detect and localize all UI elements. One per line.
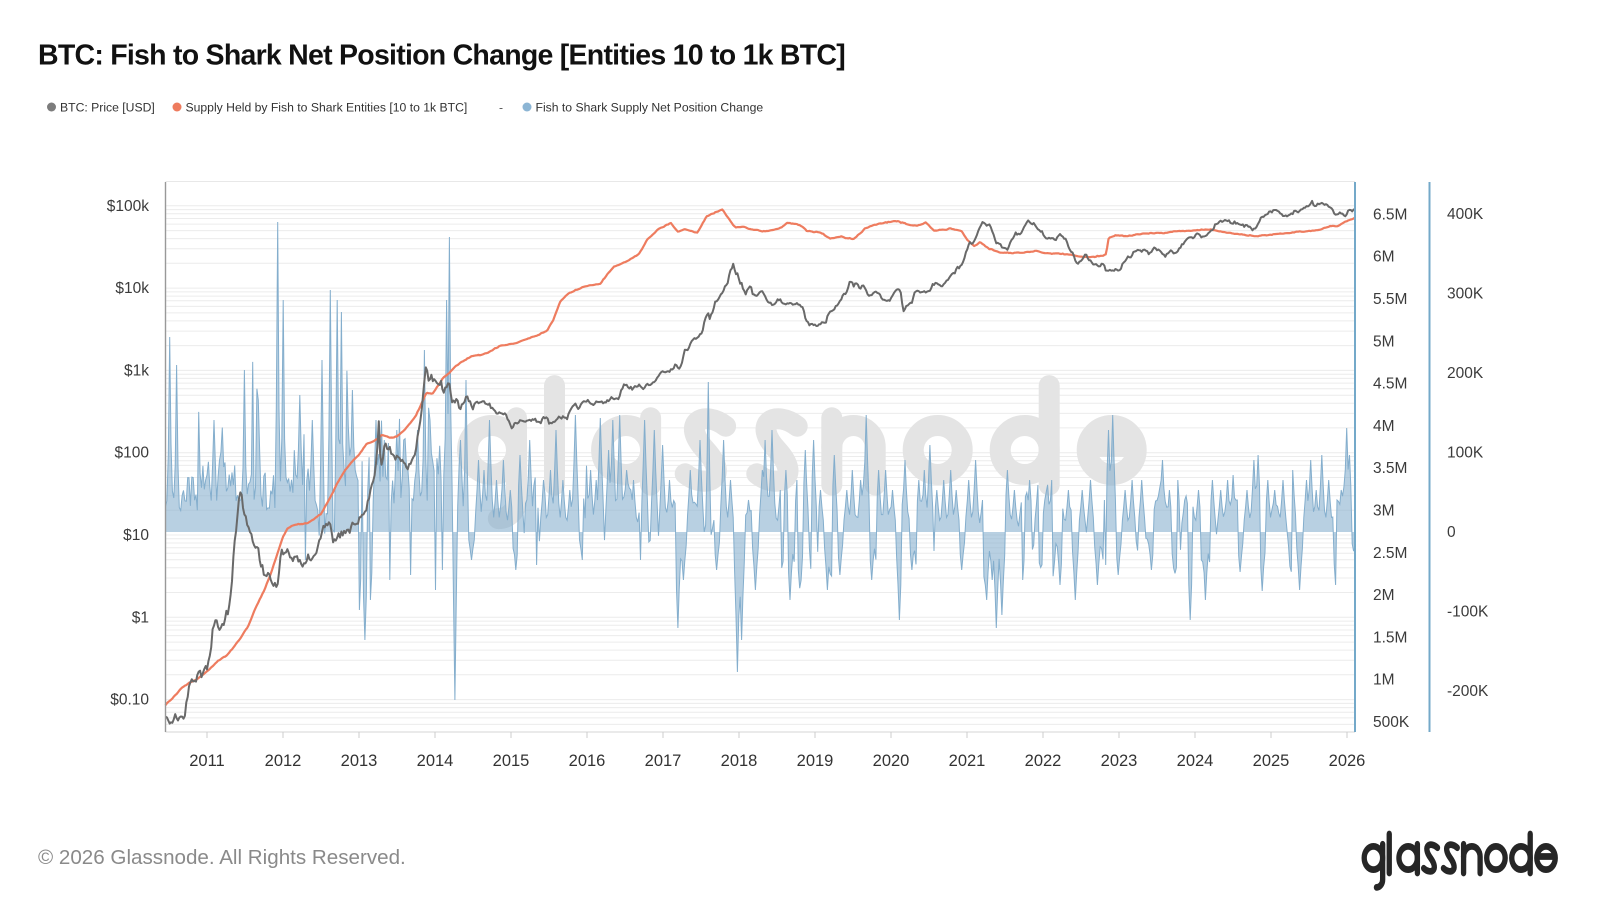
- svg-text:5.5M: 5.5M: [1373, 291, 1407, 308]
- svg-text:2M: 2M: [1373, 587, 1395, 604]
- svg-text:-100K: -100K: [1447, 604, 1489, 621]
- svg-text:$100k: $100k: [107, 198, 149, 215]
- svg-text:500K: 500K: [1373, 714, 1410, 731]
- svg-text:3M: 3M: [1373, 503, 1395, 520]
- svg-text:2017: 2017: [645, 752, 682, 770]
- svg-text:2021: 2021: [949, 752, 986, 770]
- svg-text:2023: 2023: [1101, 752, 1138, 770]
- svg-text:2016: 2016: [569, 752, 606, 770]
- svg-text:0: 0: [1447, 524, 1456, 541]
- svg-text:2022: 2022: [1025, 752, 1062, 770]
- svg-text:$10k: $10k: [115, 280, 149, 297]
- svg-text:© 2026 Glassnode. All Rights R: © 2026 Glassnode. All Rights Reserved.: [38, 846, 406, 869]
- svg-text:1.5M: 1.5M: [1373, 629, 1407, 646]
- svg-text:400K: 400K: [1447, 206, 1484, 223]
- svg-text:300K: 300K: [1447, 286, 1484, 303]
- svg-text:-: -: [499, 101, 503, 115]
- svg-text:2018: 2018: [721, 752, 758, 770]
- svg-text:6M: 6M: [1373, 249, 1395, 266]
- svg-text:2015: 2015: [493, 752, 530, 770]
- svg-text:2013: 2013: [341, 752, 378, 770]
- svg-text:2020: 2020: [873, 752, 910, 770]
- svg-text:2.5M: 2.5M: [1373, 545, 1407, 562]
- svg-text:200K: 200K: [1447, 365, 1484, 382]
- svg-text:$1: $1: [132, 609, 149, 626]
- svg-text:1M: 1M: [1373, 672, 1395, 689]
- svg-text:4.5M: 4.5M: [1373, 376, 1407, 393]
- svg-text:2014: 2014: [417, 752, 454, 770]
- svg-text:2011: 2011: [189, 752, 224, 770]
- svg-text:$0.10: $0.10: [110, 692, 149, 709]
- svg-text:3.5M: 3.5M: [1373, 460, 1407, 477]
- svg-text:6.5M: 6.5M: [1373, 206, 1407, 223]
- svg-text:5M: 5M: [1373, 333, 1395, 350]
- svg-text:Supply Held by Fish to Shark E: Supply Held by Fish to Shark Entities [1…: [186, 101, 468, 115]
- svg-text:Fish to Shark Supply Net Posit: Fish to Shark Supply Net Position Change: [536, 101, 764, 115]
- svg-text:2025: 2025: [1253, 752, 1290, 770]
- svg-text:BTC: Price [USD]: BTC: Price [USD]: [60, 101, 155, 115]
- svg-text:BTC: Fish to Shark Net Positio: BTC: Fish to Shark Net Position Change […: [38, 40, 845, 72]
- svg-text:-200K: -200K: [1447, 683, 1489, 700]
- svg-text:$1k: $1k: [124, 362, 149, 379]
- svg-text:2024: 2024: [1177, 752, 1214, 770]
- svg-text:2026: 2026: [1329, 752, 1366, 770]
- svg-text:2019: 2019: [797, 752, 834, 770]
- svg-text:$100: $100: [115, 445, 150, 462]
- svg-text:2012: 2012: [265, 752, 302, 770]
- svg-text:$10: $10: [123, 527, 149, 544]
- svg-text:4M: 4M: [1373, 418, 1395, 435]
- svg-text:100K: 100K: [1447, 445, 1484, 462]
